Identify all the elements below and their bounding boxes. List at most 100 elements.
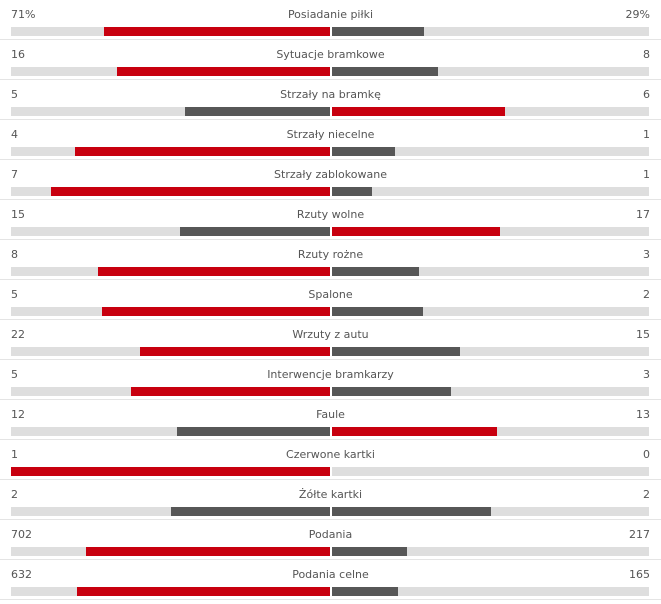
home-bar-fill bbox=[180, 227, 330, 236]
away-bar-fill bbox=[332, 67, 438, 76]
stat-row: 702 Podania 217 bbox=[0, 520, 661, 560]
away-bar-fill bbox=[332, 587, 398, 596]
home-bar-track bbox=[11, 587, 330, 596]
stat-name: Interwencje bramkarzy bbox=[267, 368, 394, 381]
home-bar-fill bbox=[50, 187, 330, 196]
stat-name: Faule bbox=[316, 408, 345, 421]
away-bar-track bbox=[332, 107, 649, 116]
away-value: 2 bbox=[643, 488, 650, 501]
away-bar-track bbox=[332, 67, 649, 76]
stat-row: 16 Sytuacje bramkowe 8 bbox=[0, 40, 661, 80]
stat-row: 71% Posiadanie piłki 29% bbox=[0, 0, 661, 40]
home-bar-fill bbox=[176, 427, 330, 436]
home-bar-track bbox=[11, 507, 330, 516]
away-value: 6 bbox=[643, 88, 650, 101]
away-bar-fill bbox=[332, 227, 501, 236]
away-value: 165 bbox=[629, 568, 650, 581]
home-bar-track bbox=[11, 267, 330, 276]
stat-name: Wrzuty z autu bbox=[292, 328, 369, 341]
home-value: 5 bbox=[11, 368, 18, 381]
home-value: 2 bbox=[11, 488, 18, 501]
away-bar-track bbox=[332, 147, 649, 156]
away-bar-fill bbox=[332, 107, 505, 116]
stat-row: 5 Spalone 2 bbox=[0, 280, 661, 320]
stat-name: Strzały na bramkę bbox=[280, 88, 381, 101]
home-value: 5 bbox=[11, 288, 18, 301]
home-bar-fill bbox=[11, 467, 330, 476]
home-bar-fill bbox=[102, 307, 330, 316]
home-bar-track bbox=[11, 187, 330, 196]
away-bar-track bbox=[332, 427, 649, 436]
away-bar-fill bbox=[332, 187, 372, 196]
away-value: 1 bbox=[643, 128, 650, 141]
home-bar-fill bbox=[86, 547, 330, 556]
away-bar-track bbox=[332, 27, 649, 36]
home-bar-fill bbox=[74, 147, 330, 156]
home-bar-track bbox=[11, 467, 330, 476]
home-value: 12 bbox=[11, 408, 25, 421]
home-bar-fill bbox=[184, 107, 330, 116]
away-bar-fill bbox=[332, 147, 396, 156]
stat-name: Rzuty rożne bbox=[297, 248, 364, 261]
away-value: 0 bbox=[643, 448, 650, 461]
home-value: 702 bbox=[11, 528, 32, 541]
away-bar-track bbox=[332, 587, 649, 596]
home-bar-fill bbox=[170, 507, 330, 516]
away-bar-fill bbox=[332, 427, 497, 436]
stat-row: 632 Podania celne 165 bbox=[0, 560, 661, 600]
home-bar-track bbox=[11, 107, 330, 116]
away-bar-fill bbox=[332, 347, 461, 356]
away-bar-fill bbox=[332, 387, 451, 396]
stat-name: Sytuacje bramkowe bbox=[276, 48, 385, 61]
away-bar-track bbox=[332, 507, 649, 516]
home-value: 7 bbox=[11, 168, 18, 181]
away-bar-fill bbox=[332, 547, 407, 556]
home-bar-fill bbox=[140, 347, 330, 356]
away-bar-fill bbox=[332, 27, 424, 36]
home-bar-track bbox=[11, 347, 330, 356]
away-value: 29% bbox=[625, 8, 650, 21]
home-bar-fill bbox=[130, 387, 330, 396]
stat-name: Czerwone kartki bbox=[286, 448, 375, 461]
home-value: 71% bbox=[11, 8, 36, 21]
home-bar-track bbox=[11, 27, 330, 36]
stat-row: 22 Wrzuty z autu 15 bbox=[0, 320, 661, 360]
away-value: 3 bbox=[643, 368, 650, 381]
stat-row: 5 Strzały na bramkę 6 bbox=[0, 80, 661, 120]
stat-name: Podania bbox=[308, 528, 353, 541]
away-bar-track bbox=[332, 227, 649, 236]
away-value: 3 bbox=[643, 248, 650, 261]
stat-name: Żółte kartki bbox=[298, 488, 363, 501]
home-bar-fill bbox=[77, 587, 330, 596]
home-bar-track bbox=[11, 307, 330, 316]
away-bar-track bbox=[332, 347, 649, 356]
away-bar-track bbox=[332, 547, 649, 556]
home-value: 632 bbox=[11, 568, 32, 581]
home-bar-fill bbox=[103, 27, 330, 36]
home-bar-track bbox=[11, 427, 330, 436]
away-bar-track bbox=[332, 307, 649, 316]
stat-row: 4 Strzały niecelne 1 bbox=[0, 120, 661, 160]
stat-name: Posiadanie piłki bbox=[287, 8, 374, 21]
away-bar-fill bbox=[332, 267, 419, 276]
stat-row: 15 Rzuty wolne 17 bbox=[0, 200, 661, 240]
home-value: 15 bbox=[11, 208, 25, 221]
stat-row: 7 Strzały zablokowane 1 bbox=[0, 160, 661, 200]
away-value: 217 bbox=[629, 528, 650, 541]
away-bar-fill bbox=[332, 507, 491, 516]
stat-row: 8 Rzuty rożne 3 bbox=[0, 240, 661, 280]
stat-row: 2 Żółte kartki 2 bbox=[0, 480, 661, 520]
stat-row: 5 Interwencje bramkarzy 3 bbox=[0, 360, 661, 400]
stat-row: 12 Faule 13 bbox=[0, 400, 661, 440]
home-bar-track bbox=[11, 547, 330, 556]
stat-name: Spalone bbox=[308, 288, 353, 301]
home-value: 8 bbox=[11, 248, 18, 261]
stat-row: 1 Czerwone kartki 0 bbox=[0, 440, 661, 480]
stat-name: Rzuty wolne bbox=[296, 208, 365, 221]
home-bar-track bbox=[11, 387, 330, 396]
stat-name: Podania celne bbox=[292, 568, 369, 581]
away-bar-track bbox=[332, 387, 649, 396]
home-value: 5 bbox=[11, 88, 18, 101]
stat-name: Strzały niecelne bbox=[286, 128, 375, 141]
